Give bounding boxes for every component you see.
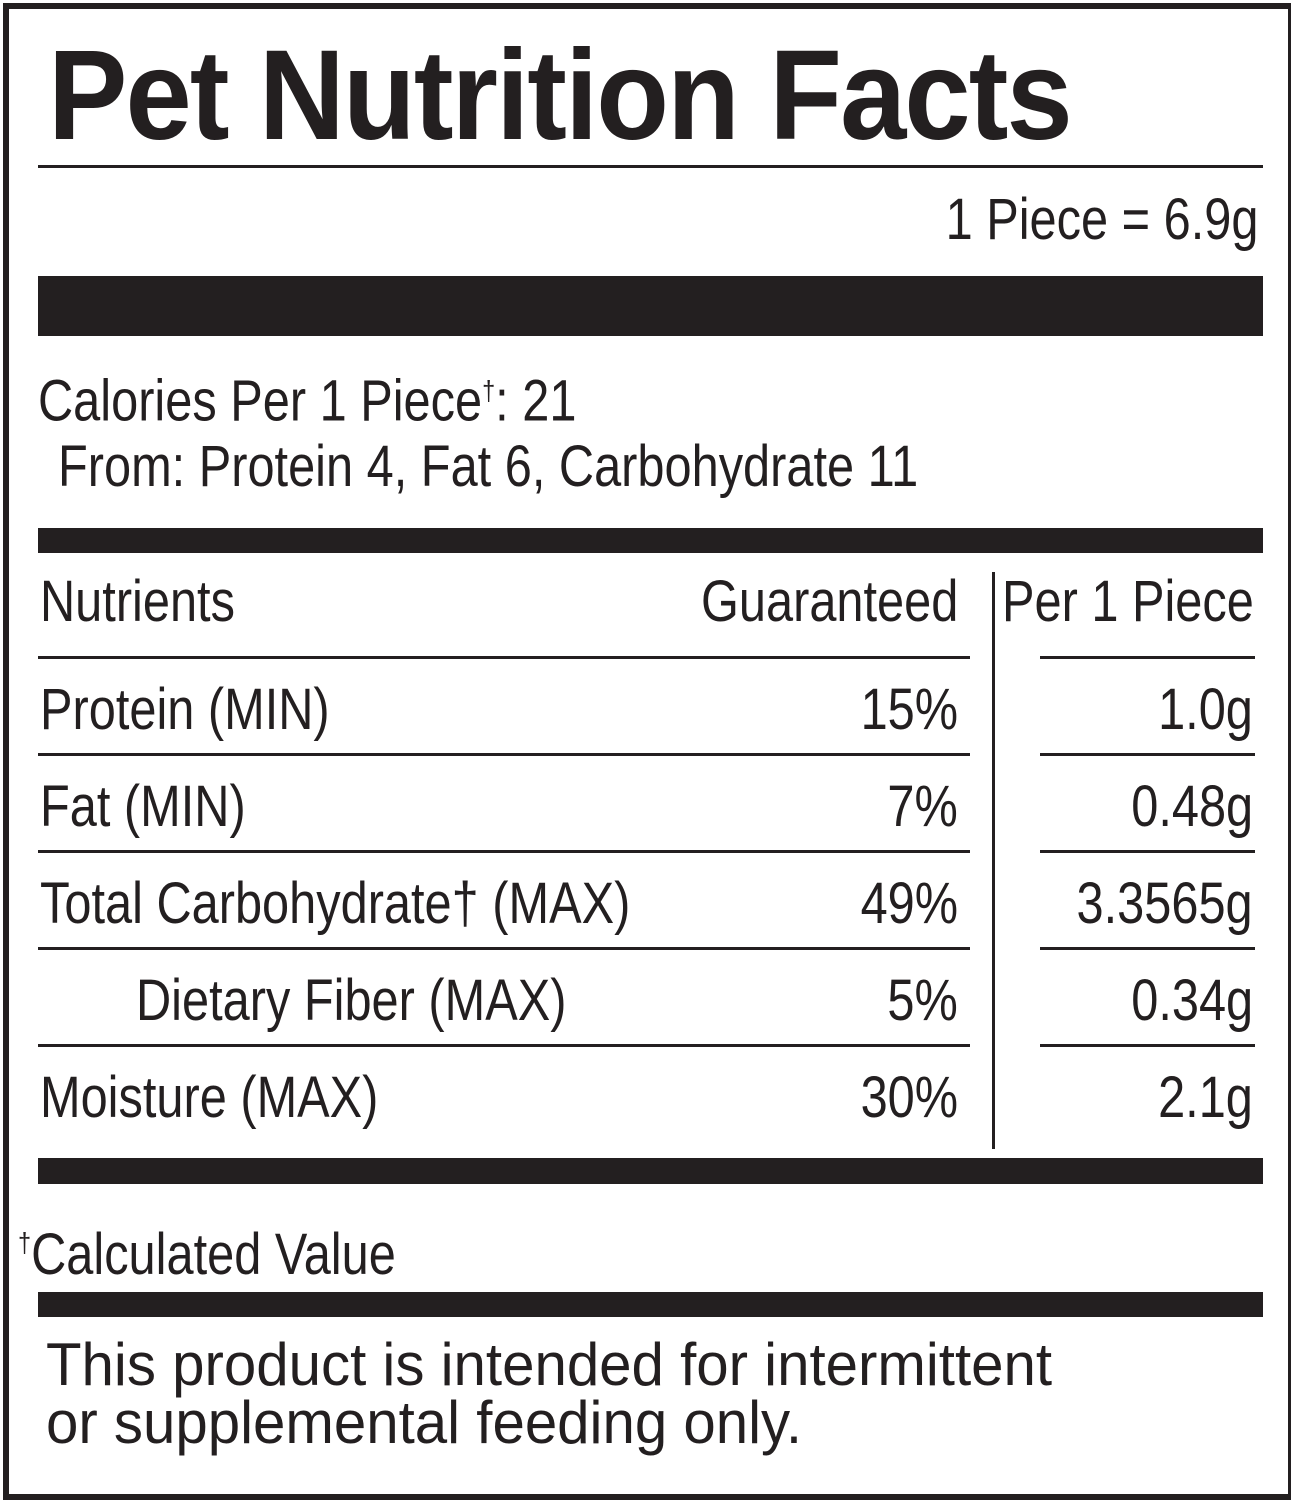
per-piece-value: 2.1g [1158, 1065, 1253, 1130]
header-text: Guaranteed [700, 569, 958, 634]
row-rule [1040, 947, 1255, 950]
guaranteed-value: 7% [887, 774, 958, 839]
section-bar [38, 1292, 1263, 1317]
row-rule [38, 850, 970, 853]
title-rule [38, 165, 1263, 168]
calories-from-text: From: Protein 4, Fat 6, Carbohydrate 11 [58, 434, 919, 499]
table-row-per-piece: 1.0g [1140, 680, 1253, 740]
row-rule [38, 947, 970, 950]
label-title: Pet Nutrition Facts [48, 22, 1148, 169]
table-row-guaranteed: 5% [874, 971, 958, 1031]
per-piece-value: 3.3565g [1076, 871, 1253, 936]
table-row-per-piece: 0.34g [1108, 971, 1253, 1031]
nutrient-name: Fat (MIN) [40, 774, 246, 839]
table-row-per-piece: 3.3565g [1043, 874, 1253, 934]
guaranteed-value: 49% [860, 871, 958, 936]
row-rule [1040, 1044, 1255, 1047]
table-row-guaranteed: 30% [842, 1068, 958, 1128]
disclaimer: This product is intended for intermitten… [46, 1331, 1083, 1456]
row-rule [1040, 850, 1255, 853]
title-text: Pet Nutrition Facts [48, 24, 1073, 167]
dagger: † [482, 375, 496, 406]
thick-bar [38, 276, 1263, 336]
table-row-name: Total Carbohydrate† (MAX) [40, 874, 743, 934]
column-divider [992, 572, 995, 1149]
serving-size: 1 Piece = 6.9g [886, 190, 1258, 250]
dagger: † [18, 1227, 32, 1258]
table-row-guaranteed: 7% [874, 777, 958, 837]
section-bar [38, 1158, 1263, 1184]
per-piece-value: 0.48g [1131, 774, 1253, 839]
nutrient-name: Protein (MIN) [40, 677, 330, 742]
row-rule [38, 1044, 970, 1047]
row-rule [1040, 656, 1255, 659]
header-guaranteed: Guaranteed [652, 572, 958, 632]
per-piece-value: 0.34g [1131, 968, 1253, 1033]
footnote-text: Calculated Value [31, 1222, 396, 1287]
table-row-guaranteed: 15% [842, 680, 958, 740]
nutrient-name: Dietary Fiber (MAX) [136, 968, 567, 1033]
table-row-name: Protein (MIN) [40, 680, 385, 740]
label-frame [3, 3, 1291, 1500]
calories-from: From: Protein 4, Fat 6, Carbohydrate 11 [58, 437, 1082, 497]
table-row-name: Fat (MIN) [40, 777, 285, 837]
calories-label: Calories Per 1 Piece [38, 368, 483, 434]
header-per-piece: Per 1 Piece [954, 572, 1254, 632]
header-text: Nutrients [40, 569, 235, 634]
table-row-per-piece: 0.48g [1108, 777, 1253, 837]
footnote: †Calculated Value [18, 1213, 468, 1285]
row-rule [38, 656, 970, 659]
table-row-name: Moisture (MAX) [40, 1068, 443, 1128]
header-nutrients: Nutrients [40, 572, 272, 632]
row-rule [38, 753, 970, 756]
table-row-per-piece: 2.1g [1140, 1068, 1253, 1128]
serving-text: 1 Piece = 6.9g [945, 187, 1258, 252]
row-rule [1040, 753, 1255, 756]
nutrient-name: Total Carbohydrate† (MAX) [40, 871, 631, 936]
table-row-guaranteed: 49% [842, 874, 958, 934]
guaranteed-value: 15% [860, 677, 958, 742]
section-bar [38, 528, 1263, 553]
table-row-name: Dietary Fiber (MAX) [136, 971, 648, 1031]
guaranteed-value: 5% [887, 968, 958, 1033]
calories-line: Calories Per 1 Piece†: 21 [38, 361, 679, 431]
disclaimer-line: or supplemental feeding only. [46, 1389, 803, 1456]
per-piece-value: 1.0g [1158, 677, 1253, 742]
nutrient-name: Moisture (MAX) [40, 1065, 379, 1130]
calories-value: : 21 [495, 368, 577, 434]
disclaimer-line: This product is intended for intermitten… [46, 1331, 1053, 1398]
guaranteed-value: 30% [860, 1065, 958, 1130]
header-text: Per 1 Piece [1002, 569, 1254, 634]
